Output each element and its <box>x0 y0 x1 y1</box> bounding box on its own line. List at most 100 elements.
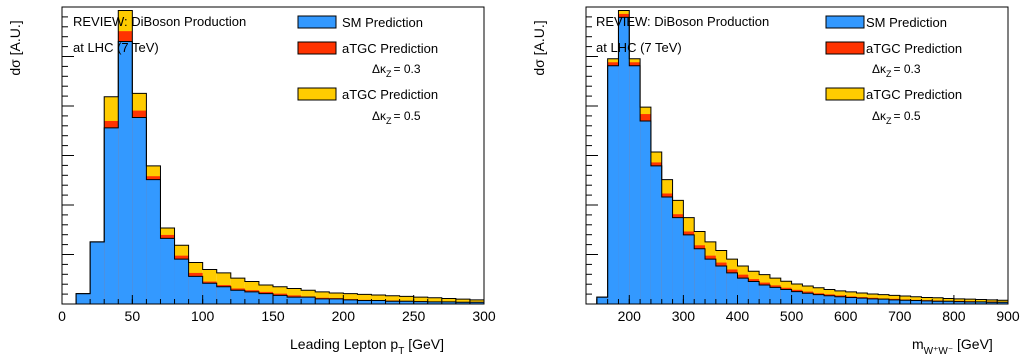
bar-atgc05-21 <box>371 295 386 304</box>
bar-sm-5 <box>640 120 651 304</box>
legend-sm-label: SM Prediction <box>342 15 423 30</box>
right-chart-xlabel-main: m <box>912 336 924 352</box>
bar-sm-19 <box>791 291 803 304</box>
legend-delta: Δκ <box>372 109 387 123</box>
bar-sm-26 <box>441 301 456 304</box>
x-tick-label-1: 50 <box>125 308 141 324</box>
bar-sm-18 <box>329 298 344 304</box>
left-chart-xlabel-sub: T <box>398 346 404 357</box>
bar-sm-16 <box>759 285 770 304</box>
legend-delta: Δκ <box>372 62 387 76</box>
legend-delta-sub: Z <box>386 116 392 126</box>
legend-atgc05-label: aTGC Prediction <box>866 87 962 102</box>
x-tick-label-5: 700 <box>888 308 912 324</box>
legend-sm-swatch <box>825 15 865 29</box>
bar-sm-2 <box>104 127 119 305</box>
bar-sm-10 <box>216 286 231 304</box>
legend-delta: Δκ <box>872 109 887 123</box>
left-chart-xlabel-unit: [GeV] <box>404 336 444 352</box>
left-chart-xlabel-main: Leading Lepton p <box>290 336 398 352</box>
bar-sm-1 <box>90 241 105 304</box>
bar-sm-26 <box>867 298 879 304</box>
x-tick-label-2: 400 <box>726 308 750 324</box>
bar-sm-14 <box>737 278 749 304</box>
bar-sm-28 <box>469 302 484 304</box>
bar-sm-24 <box>845 297 857 304</box>
bar-sm-8 <box>672 217 684 304</box>
bar-sm-0 <box>76 293 91 304</box>
bar-sm-9 <box>683 234 695 304</box>
bar-sm-35 <box>964 301 976 304</box>
right-chart-xlabel-unit: [GeV] <box>953 336 993 352</box>
right-chart-legend: REVIEW: DiBoson Production at LHC (7 TeV… <box>596 14 962 126</box>
right-chart-xlabel-sub: W⁺W⁻ <box>924 346 953 357</box>
x-tick-label-0: 0 <box>58 308 66 324</box>
bar-sm-11 <box>230 290 245 304</box>
x-tick-label-3: 500 <box>780 308 804 324</box>
bar-sm-19 <box>343 299 358 304</box>
x-tick-label-5: 250 <box>402 308 426 324</box>
bar-sm-30 <box>910 300 922 304</box>
legend-header-line2: at LHC (7 TeV) <box>73 40 159 55</box>
bar-sm-27 <box>878 299 889 304</box>
bar-sm-12 <box>244 291 259 304</box>
bar-sm-28 <box>888 299 900 304</box>
right-chart-ylabel: dσ [A.U.] <box>531 20 547 75</box>
bar-sm-36 <box>975 301 987 304</box>
left-chart-legend: REVIEW: DiBoson Production at LHC (7 TeV… <box>73 14 438 126</box>
x-tick-label-4: 200 <box>332 308 356 324</box>
bar-sm-17 <box>769 287 781 304</box>
bar-sm-15 <box>287 297 302 304</box>
bar-sm-38 <box>997 302 1008 304</box>
bar-sm-7 <box>174 259 189 304</box>
bar-sm-32 <box>932 301 944 304</box>
bar-sm-4 <box>629 65 641 305</box>
bar-sm-3 <box>618 17 630 305</box>
bar-sm-24 <box>413 301 428 304</box>
bar-sm-3 <box>118 41 133 304</box>
bar-sm-4 <box>132 117 147 304</box>
x-tick-label-4: 600 <box>834 308 858 324</box>
histogram-outline-2 <box>586 9 1008 305</box>
bar-sm-31 <box>921 300 933 304</box>
legend-delta: Δκ <box>872 62 887 76</box>
bar-sm-21 <box>813 294 825 304</box>
bar-sm-7 <box>661 196 673 304</box>
bar-sm-6 <box>160 238 175 304</box>
bar-sm-20 <box>802 293 814 304</box>
bar-sm-20 <box>357 300 372 304</box>
bar-sm-6 <box>650 165 662 304</box>
bar-sm-29 <box>899 300 911 304</box>
legend-delta-value: = 0.5 <box>394 109 421 123</box>
bar-sm-22 <box>824 295 835 304</box>
x-tick-label-0: 200 <box>618 308 642 324</box>
legend-atgc05-label: aTGC Prediction <box>342 87 438 102</box>
left-chart-ylabel: dσ [A.U.] <box>7 20 23 75</box>
bar-atgc05-22 <box>385 295 400 304</box>
legend-header-line1: REVIEW: DiBoson Production <box>596 14 769 29</box>
right-chart-ticks: 200 300 400 500 600 700 800 900 <box>585 6 1020 324</box>
legend-delta-value: = 0.3 <box>394 62 421 76</box>
bar-sm-14 <box>273 295 288 304</box>
bar-sm-25 <box>856 298 868 304</box>
histogram-outline-0 <box>75 41 484 304</box>
right-chart-xlabel: mW⁺W⁻ [GeV] <box>912 336 993 357</box>
bar-sm-16 <box>301 297 316 304</box>
bar-atgc05-25 <box>427 297 442 304</box>
legend-delta-sub: Z <box>886 116 892 126</box>
x-tick-label-2: 100 <box>191 308 215 324</box>
bar-sm-34 <box>953 301 965 304</box>
x-tick-label-6: 300 <box>472 308 496 324</box>
bar-atgc05-20 <box>357 294 372 304</box>
bar-atgc05-26 <box>441 298 456 304</box>
x-tick-label-6: 800 <box>942 308 966 324</box>
right-chart-panel: 200 300 400 500 600 700 800 900 dσ [A.U.] mW⁺W⁻… <box>531 6 1020 357</box>
bar-sm-27 <box>455 302 470 304</box>
legend-sm-swatch <box>297 15 337 29</box>
legend-delta-sub: Z <box>886 69 892 79</box>
bar-sm-13 <box>726 272 738 304</box>
bar-sm-25 <box>427 301 442 304</box>
right-chart-bars <box>586 9 1008 305</box>
left-chart-panel: 0 50 100 150 200 250 300 dσ [A.U.] Leading Lep… <box>7 6 496 357</box>
